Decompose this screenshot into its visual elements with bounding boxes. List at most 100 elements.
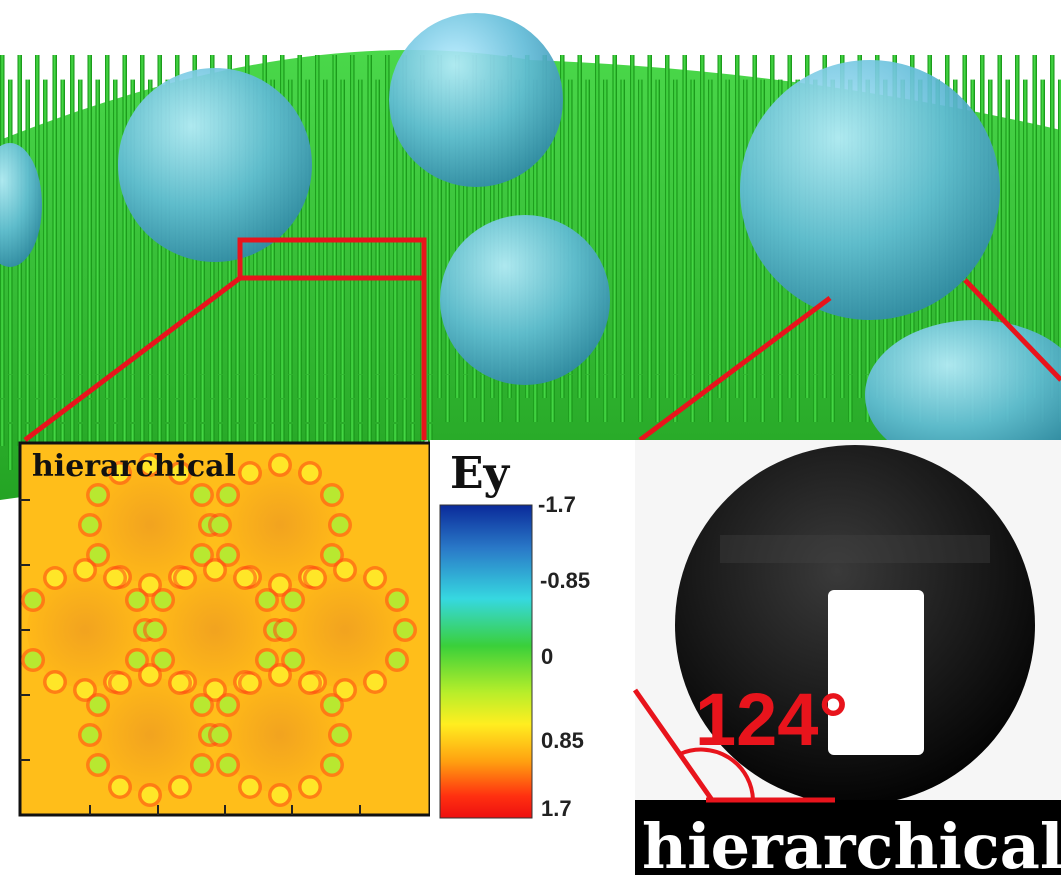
pillar (200, 325, 205, 374)
pillar (682, 55, 687, 110)
pillar (665, 350, 670, 398)
pillar (1032, 251, 1037, 302)
hotspot-dot (141, 456, 159, 474)
pillar (988, 227, 993, 278)
pillar (87, 251, 92, 302)
pillar (340, 128, 345, 182)
pillar (620, 128, 625, 182)
pillar (95, 178, 100, 230)
pillar (612, 202, 617, 254)
pillar (288, 227, 293, 278)
pillar (105, 153, 110, 206)
pillar (708, 325, 713, 374)
pillar (35, 104, 40, 158)
pillar (420, 153, 425, 206)
pillar (87, 153, 92, 206)
pillar (148, 374, 153, 422)
hotspot-dot (211, 726, 229, 744)
hotspot-dot (396, 621, 414, 639)
pillar (340, 227, 345, 278)
pillar (393, 374, 398, 422)
hotspot-dot (154, 651, 172, 669)
pillar (60, 325, 65, 374)
pillar (95, 325, 100, 374)
pillar (367, 202, 372, 254)
pillar (445, 325, 450, 374)
colorbar-tick-label: 0.85 (541, 728, 584, 753)
pillar (358, 276, 363, 326)
contact-angle-value: 124° (695, 678, 848, 761)
pillar (603, 325, 608, 374)
pillar (157, 350, 162, 398)
pillar (35, 399, 40, 446)
pillar (1058, 276, 1061, 326)
pillar (332, 104, 337, 158)
pillar (95, 227, 100, 278)
pillar (78, 227, 83, 278)
pillar (140, 301, 145, 350)
pillar (367, 55, 372, 110)
hotspot-dot (141, 576, 159, 594)
pillar (542, 153, 547, 206)
pillar (402, 153, 407, 206)
pillar (253, 374, 258, 422)
pillar (708, 276, 713, 326)
pillar (1023, 128, 1028, 182)
pillar (472, 350, 477, 398)
pillar (218, 374, 223, 422)
zoom-line (638, 295, 832, 443)
pillar (130, 79, 135, 134)
hotspot-dot (76, 681, 94, 699)
pillar (122, 301, 127, 350)
pillar (270, 276, 275, 326)
pillar (210, 251, 215, 302)
hotspot-dot (331, 726, 349, 744)
hotspot-dot (141, 786, 159, 804)
pillar (822, 301, 827, 350)
pillar (1058, 79, 1061, 134)
pillar (1005, 178, 1010, 230)
pillar (1032, 202, 1037, 254)
hotspot-dot (306, 569, 324, 587)
pillar (148, 325, 153, 374)
pillar (1058, 128, 1061, 182)
pillar (43, 374, 48, 422)
pillar (673, 128, 678, 182)
hotspot-dot (24, 591, 42, 609)
pillar (105, 251, 110, 302)
surface-label: hierarchical (642, 810, 1061, 875)
pillar (17, 55, 22, 110)
pillar (1023, 276, 1028, 326)
field-map-inset: hierarchical (18, 441, 432, 817)
hotspot-dot (81, 516, 99, 534)
pillar (25, 79, 30, 134)
pillar (770, 350, 775, 398)
pillar (603, 128, 608, 182)
pillar (1005, 79, 1010, 134)
pillar (647, 251, 652, 302)
pillar (577, 202, 582, 254)
pillar (568, 128, 573, 182)
pillar (892, 301, 897, 350)
pillar (262, 350, 267, 398)
pillar (665, 202, 670, 254)
pillar (682, 251, 687, 302)
pillar (445, 227, 450, 278)
hotspot-dot (271, 576, 289, 594)
pillar (603, 178, 608, 230)
pillar (43, 128, 48, 182)
pillar (113, 276, 118, 326)
pillar (760, 374, 765, 422)
pillar (262, 301, 267, 350)
pillar (0, 301, 5, 350)
pillar (385, 153, 390, 206)
pillar (113, 374, 118, 422)
colorbar-gradient (439, 504, 533, 819)
colorbar-title: Ey (450, 448, 511, 499)
pillar (428, 178, 433, 230)
pillar (227, 399, 232, 446)
pillar (375, 325, 380, 374)
pillar (17, 350, 22, 398)
pillar (550, 374, 555, 422)
pillar (612, 350, 617, 398)
